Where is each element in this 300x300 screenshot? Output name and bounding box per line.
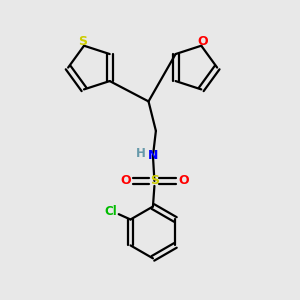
Text: O: O	[120, 174, 131, 188]
Text: N: N	[148, 149, 159, 162]
Text: O: O	[178, 174, 189, 188]
Text: S: S	[150, 174, 159, 188]
Text: S: S	[78, 35, 87, 48]
Text: O: O	[197, 35, 208, 48]
Text: Cl: Cl	[104, 205, 117, 218]
Text: H: H	[136, 147, 146, 160]
